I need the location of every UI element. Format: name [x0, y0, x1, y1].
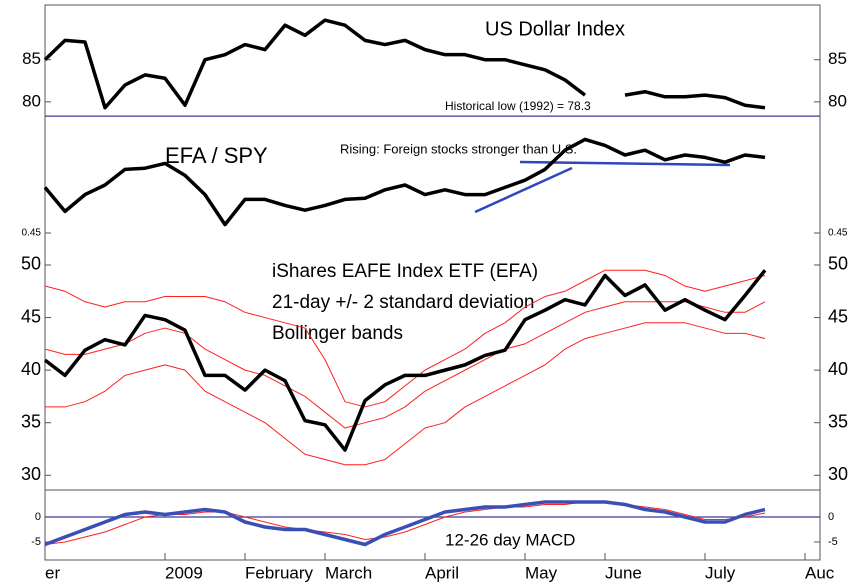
trend-line: [474, 166, 573, 214]
panel-title: EFA / SPY: [165, 143, 268, 168]
panel-title: Bollinger bands: [272, 323, 403, 344]
y-tick-label: 30: [21, 464, 41, 484]
y-tick-label: 40: [828, 359, 848, 379]
line-series: [43, 269, 767, 452]
y-tick-label: 50: [21, 254, 41, 274]
line-series: [44, 501, 766, 545]
panel-title: US Dollar Index: [485, 18, 625, 40]
y-tick-label: 35: [21, 411, 41, 431]
y-tick-label: 30: [828, 464, 848, 484]
y-tick-label: 50: [828, 254, 848, 274]
y-tick-label: -5: [828, 536, 838, 548]
y-tick-label: 40: [21, 359, 41, 379]
y-tick-label: 0.45: [22, 228, 42, 239]
y-tick-label: 0.45: [828, 228, 848, 239]
y-tick-label: 35: [828, 411, 848, 431]
annotation: Rising: Foreign stocks stronger than U.S…: [340, 141, 577, 156]
panel-title: 21-day +/- 2 standard deviation: [272, 292, 534, 313]
line-series: [43, 18, 766, 110]
line-series: [44, 301, 766, 429]
y-tick-label: 45: [21, 306, 41, 326]
y-tick-label: 0: [35, 511, 41, 523]
trend-line: [519, 160, 731, 167]
x-tick-label: May: [525, 563, 558, 582]
line-series: [44, 269, 766, 408]
x-tick-label: 2009: [165, 563, 203, 582]
panel-title: iShares EAFE Index ETF (EFA): [272, 261, 538, 282]
plot-frame: [44, 4, 821, 561]
panel-title: 12-26 day MACD: [445, 530, 575, 549]
y-tick-label: -5: [31, 536, 41, 548]
x-tick-label: March: [325, 563, 372, 582]
y-tick-label: 80: [828, 91, 847, 110]
y-tick-label: 80: [22, 91, 41, 110]
y-tick-label: 85: [828, 49, 847, 68]
x-tick-label: er: [45, 563, 60, 582]
x-tick-label: Auc: [805, 563, 835, 582]
x-tick-label: June: [605, 563, 642, 582]
line-series: [44, 500, 766, 547]
annotation: Historical low (1992) = 78.3: [445, 99, 591, 113]
x-tick-label: April: [425, 563, 459, 582]
line-series: [45, 322, 766, 466]
line-series: [43, 137, 766, 227]
y-tick-label: 45: [828, 306, 848, 326]
x-tick-label: July: [705, 563, 736, 582]
y-tick-label: 0: [828, 511, 834, 523]
y-tick-label: 85: [22, 49, 41, 68]
x-tick-label: February: [245, 563, 314, 582]
